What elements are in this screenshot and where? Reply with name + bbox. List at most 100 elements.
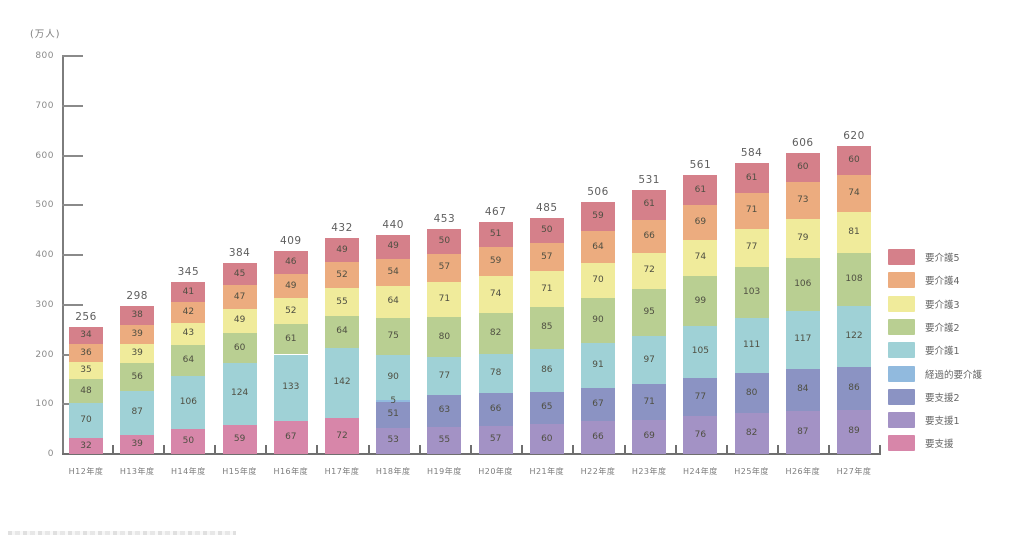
segment-value-label: 73 [797,195,809,206]
bar-segment-要介護5: 49 [325,238,359,263]
segment-value-label: 87 [131,407,143,418]
segment-value-label: 32 [80,440,92,451]
bar-total-label: 485 [536,202,558,215]
segment-value-label: 75 [387,330,399,341]
bar-segment-要介護5: 46 [273,251,308,274]
bar-segment-要介護1: 111 [734,318,769,374]
segment-value-label: 71 [745,205,758,216]
segment-value-label: 60 [541,433,553,444]
bar-segment-要支援2: 77 [683,377,718,417]
segment-value-label: 64 [592,241,604,252]
bar-segment-要介護5: 60 [837,145,871,176]
bar-total-label: 384 [228,246,251,259]
x-axis-tick [162,445,165,455]
x-axis-tick [111,445,114,455]
segment-value-label: 70 [80,415,92,426]
segment-value-label: 61 [285,333,297,344]
bar-segment-要支援1: 76 [683,416,718,454]
bar-segment-要介護1: 70 [69,403,103,439]
bar-segment-要介護5: 61 [683,174,718,206]
segment-value-label: 111 [743,340,761,351]
bar-segment-要介護3: 64 [376,285,411,318]
bar-segment-要支援2: 66 [478,392,513,426]
bar-segment-要支援2: 84 [785,368,820,411]
y-axis-tick-label: 200 [35,349,54,360]
bar: 82 80 111 103 77 71 61 584 [734,0,769,454]
bar-segment-要介護3: 79 [785,218,820,258]
bar: 59 124 60 49 47 45 384 [222,0,257,454]
y-axis-tick [62,55,83,57]
bar-segment-要介護3: 71 [529,271,564,307]
bar-segment-要支援: 59 [222,424,257,454]
bar-segment-要支援2: 63 [427,395,462,427]
bar-segment-要介護3: 81 [837,212,871,253]
bar: 32 70 48 35 36 34 256 [69,0,103,454]
bar-segment-要介護2: 60 [222,333,257,363]
segment-value-label: 99 [694,295,707,306]
bar-segment-要介護2: 48 [69,379,103,404]
bar-segment-要介護1: 77 [427,356,462,396]
x-axis-category-label: H27年度 [836,467,872,476]
bar-segment-要介護1: 142 [325,347,359,419]
bar-segment-要介護1: 86 [529,349,564,392]
segment-value-label: 61 [694,184,707,195]
segment-value-label: 90 [387,371,399,382]
segment-value-label: 54 [387,266,399,277]
bar-segment-要介護3: 71 [427,281,462,318]
segment-value-label: 39 [131,438,143,449]
bar-segment-要介護4: 54 [376,258,411,286]
segment-value-label: 74 [489,289,502,300]
bar-segment-要介護1: 124 [222,362,257,425]
cropped-caption [8,531,236,535]
bar-segment-要支援2: 51 [376,402,411,428]
bar-segment-要介護5: 59 [581,201,615,232]
bar-segment-要介護3: 49 [222,308,257,334]
bar: 89 86 122 108 81 74 60 620 [837,0,871,454]
bar-total-label: 298 [126,289,148,302]
segment-value-label: 86 [848,382,860,393]
segment-value-label: 77 [745,242,758,253]
bar-segment-要支援: 39 [120,434,155,454]
y-axis-tick [62,204,83,207]
x-axis-category-label: H25年度 [734,467,769,476]
bar-segment-要介護1: 122 [837,306,871,367]
bar: 55 63 77 80 71 57 50 453 [427,0,462,454]
y-axis-tick-label: 800 [35,51,54,61]
segment-value-label: 74 [694,252,707,263]
bar-segment-要介護4: 59 [478,247,513,277]
segment-value-label: 97 [643,354,655,365]
bar-segment-要介護3: 52 [273,298,308,325]
bar-segment-要支援2: 71 [632,384,667,420]
bar-segment-要介護4: 71 [734,193,769,229]
segment-value-label: 41 [182,286,195,297]
bar-segment-要介護2: 85 [529,306,564,350]
segment-value-label: 64 [182,354,195,365]
bar-segment-要介護3: 43 [171,323,206,345]
bar-segment-要介護3: 35 [69,361,103,380]
segment-value-label: 95 [643,306,655,317]
bar-segment-要介護1: 87 [120,391,155,435]
bar-segment-要介護1: 78 [478,354,513,393]
bar-segment-要支援1: 87 [785,410,820,454]
segment-value-label: 61 [643,199,655,210]
segment-value-label: 85 [541,322,553,333]
bar-segment-経過的要介護: 5 [376,396,411,405]
segment-value-label: 59 [489,256,502,267]
bar-segment-要介護4: 39 [120,324,155,345]
x-axis-tick [828,445,831,455]
bar-total-label: 256 [75,311,97,324]
bar-total-label: 453 [433,212,456,225]
bar-segment-要支援2: 86 [837,366,871,410]
bar-segment-要介護4: 66 [632,220,667,253]
segment-value-label: 71 [438,294,451,305]
x-axis-category-label: H20年度 [478,467,513,476]
x-axis-category-label: H22年度 [580,467,616,476]
y-axis-tick-label: 500 [35,200,54,211]
segment-value-label: 90 [592,314,604,325]
bar-segment-要介護2: 64 [171,344,206,377]
segment-value-label: 52 [285,305,297,316]
bar: 50 106 64 43 42 41 345 [171,0,206,454]
bar-segment-要介護2: 64 [325,315,359,348]
bar-segment-要介護2: 95 [632,288,667,337]
